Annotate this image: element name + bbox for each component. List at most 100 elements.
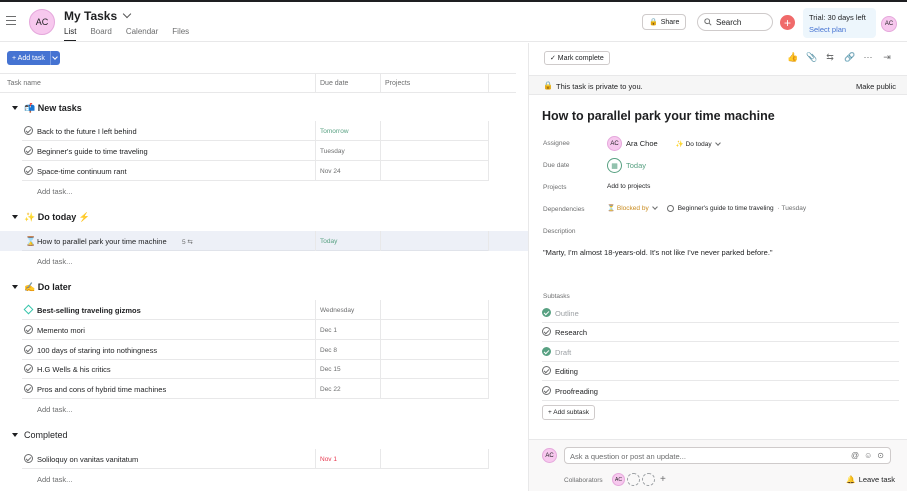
subtask-count[interactable]: 5 ⇆ — [182, 239, 193, 246]
table-row[interactable]: H.G Wells & his critics Dec 15 — [0, 359, 516, 379]
assignee-name[interactable]: Ara Choe — [626, 139, 658, 148]
task-name[interactable]: H.G Wells & his critics — [37, 365, 111, 374]
due-date-field[interactable]: ▦ Today — [607, 158, 646, 173]
subtask-name[interactable]: Draft — [555, 348, 572, 357]
table-row[interactable]: 100 days of staring into nothingness Dec… — [0, 340, 516, 360]
table-row[interactable]: Soliloquy on vanitas vanitatum Nov 1 — [0, 449, 516, 469]
mark-complete-button[interactable]: ✓ Mark complete — [544, 51, 610, 65]
blocked-by-label[interactable]: ⏳ Blocked by — [607, 205, 649, 212]
profile-avatar[interactable]: AC — [881, 16, 897, 32]
task-name[interactable]: 100 days of staring into nothingness — [37, 346, 158, 355]
chevron-down-icon[interactable] — [122, 9, 132, 19]
complete-check-icon[interactable] — [542, 347, 551, 356]
plus-icon[interactable]: + — [660, 474, 666, 485]
comment-input[interactable]: Ask a question or post an update... @ ☺ … — [564, 447, 891, 464]
tab-list[interactable]: List — [64, 27, 77, 41]
subtask-name[interactable]: Outline — [555, 309, 579, 318]
add-collaborator-icon[interactable] — [642, 473, 655, 486]
subtask-row[interactable]: Outline — [542, 304, 899, 323]
table-row[interactable]: Back to the future I left behind Tomorro… — [0, 121, 516, 141]
subtask-row[interactable]: Proofreading — [542, 382, 899, 401]
task-name[interactable]: Memento mori — [37, 326, 85, 335]
task-due-date[interactable]: Dec 15 — [320, 366, 341, 373]
task-name[interactable]: Pros and cons of hybrid time machines — [37, 385, 167, 394]
emoji-icon[interactable]: ☺ — [864, 451, 873, 460]
complete-check-icon[interactable] — [542, 308, 551, 317]
section-do-today[interactable]: ✨ Do today ⚡ — [0, 207, 516, 227]
hamburger-menu-icon[interactable] — [6, 16, 16, 25]
assignee-section[interactable]: ✨ Do today — [675, 140, 712, 148]
chevron-down-icon[interactable] — [651, 204, 658, 210]
chevron-down-icon[interactable] — [714, 139, 721, 146]
add-task-button[interactable]: + Add task — [7, 51, 50, 65]
complete-check-icon[interactable] — [24, 166, 33, 175]
subtask-name[interactable]: Research — [555, 328, 588, 337]
trial-banner[interactable]: Trial: 30 days left Select plan — [803, 8, 876, 38]
complete-check-icon[interactable] — [542, 327, 551, 336]
collapse-triangle-icon[interactable] — [12, 215, 18, 219]
attachment-icon[interactable]: 📎 — [806, 52, 818, 62]
add-task-inline[interactable]: Add task... — [37, 405, 73, 414]
add-task-inline[interactable]: Add task... — [37, 257, 73, 266]
task-due-date[interactable]: Dec 8 — [320, 347, 337, 354]
task-due-date[interactable]: Tuesday — [320, 148, 345, 155]
complete-check-icon[interactable] — [24, 454, 33, 463]
collapse-triangle-icon[interactable] — [12, 106, 18, 110]
table-row[interactable]: Best-selling traveling gizmos Wednesday — [0, 300, 516, 320]
task-due-date[interactable]: Nov 1 — [320, 456, 337, 463]
table-row[interactable]: Beginner's guide to time traveling Tuesd… — [0, 141, 516, 161]
complete-check-icon[interactable] — [24, 146, 33, 155]
add-collaborator-icon[interactable] — [627, 473, 640, 486]
column-divider[interactable] — [380, 74, 381, 92]
table-row[interactable]: Space-time continuum rant Nov 24 — [0, 161, 516, 181]
like-icon[interactable]: 👍 — [787, 52, 799, 62]
task-due-date[interactable]: Nov 24 — [320, 168, 341, 175]
assignee-field[interactable]: AC Ara Choe ✨ Do today — [607, 136, 721, 151]
dependencies-field[interactable]: ⏳ Blocked by Beginner's guide to time tr… — [607, 204, 806, 212]
page-title[interactable]: My Tasks — [64, 9, 132, 23]
add-subtask-button[interactable]: + Add subtask — [542, 405, 596, 420]
column-divider[interactable] — [315, 74, 316, 92]
due-date-value[interactable]: Today — [626, 161, 647, 170]
column-due-date[interactable]: Due date — [320, 80, 349, 87]
make-public-button[interactable]: Make public — [855, 82, 896, 91]
task-due-date[interactable]: Wednesday — [320, 307, 355, 314]
select-plan-link[interactable]: Select plan — [809, 25, 847, 34]
avatar[interactable]: AC — [29, 9, 55, 35]
complete-check-icon[interactable] — [24, 325, 33, 334]
description-text[interactable]: "Marty, I'm almost 18-years-old. It's no… — [543, 248, 773, 257]
subtask-name[interactable]: Editing — [555, 367, 578, 376]
complete-check-icon[interactable] — [24, 384, 33, 393]
quick-add-button[interactable]: + — [780, 15, 795, 30]
complete-check-icon[interactable] — [24, 126, 33, 135]
task-name[interactable]: Back to the future I left behind — [37, 127, 137, 136]
more-icon[interactable]: ⋯ — [863, 52, 873, 62]
task-due-date[interactable]: Dec 22 — [320, 386, 341, 393]
complete-check-icon[interactable] — [24, 364, 33, 373]
collaborator-avatar[interactable]: AC — [612, 473, 625, 486]
column-divider[interactable] — [488, 74, 489, 92]
complete-check-icon[interactable] — [542, 366, 551, 375]
subtask-row[interactable]: Editing — [542, 362, 899, 381]
tab-files[interactable]: Files — [172, 27, 190, 36]
task-name[interactable]: Best-selling traveling gizmos — [37, 306, 141, 315]
complete-check-icon[interactable] — [24, 345, 33, 354]
dependency-task[interactable]: Beginner's guide to time traveling — [677, 204, 774, 212]
table-row[interactable]: Pros and cons of hybrid time machines De… — [0, 379, 516, 399]
link-icon[interactable]: 🔗 — [844, 52, 856, 62]
add-task-inline[interactable]: Add task... — [37, 475, 73, 484]
collapse-triangle-icon[interactable] — [12, 285, 18, 289]
subtask-row[interactable]: Research — [542, 323, 899, 342]
leave-task-button[interactable]: 🔔 Leave task — [846, 475, 895, 484]
task-name[interactable]: Soliloquy on vanitas vanitatum — [37, 455, 139, 464]
subtask-row[interactable]: Draft — [542, 343, 899, 362]
subtask-icon[interactable]: ⇆ — [826, 52, 834, 62]
mention-icon[interactable]: @ — [851, 451, 860, 460]
search-input[interactable]: Search — [697, 13, 773, 31]
subtask-name[interactable]: Proofreading — [555, 387, 598, 396]
task-title[interactable]: How to parallel park your time machine — [542, 109, 775, 123]
complete-check-icon[interactable] — [542, 386, 551, 395]
task-name[interactable]: Beginner's guide to time traveling — [37, 147, 148, 156]
tab-board[interactable]: Board — [90, 27, 112, 36]
column-task-name[interactable]: Task name — [7, 80, 41, 87]
